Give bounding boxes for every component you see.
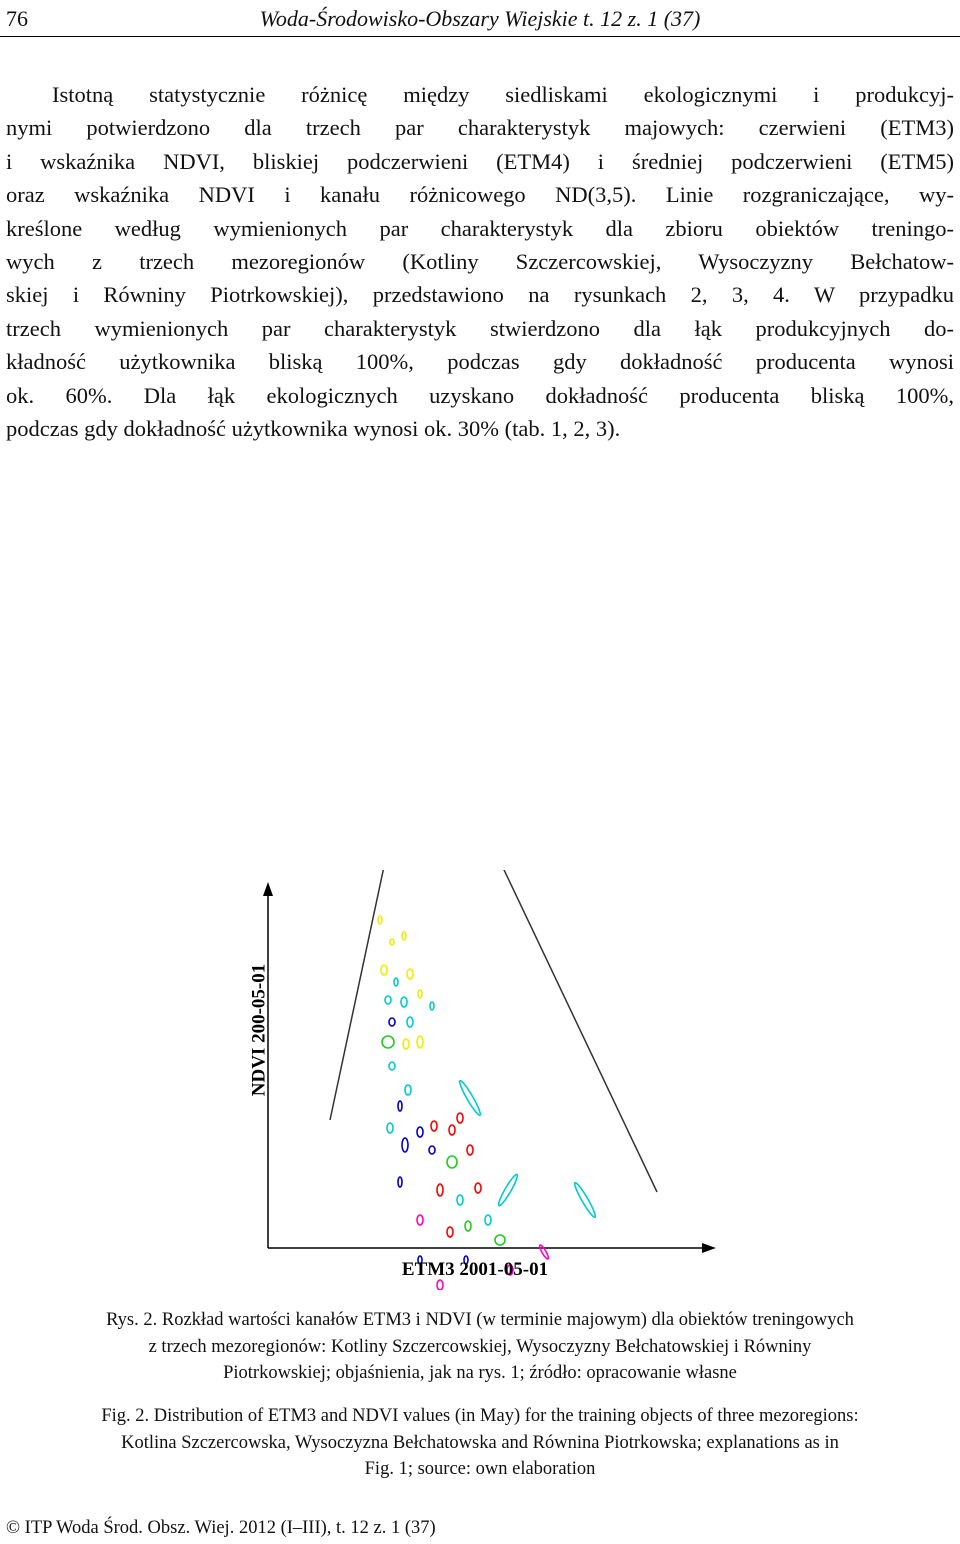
footer: © ITP Woda Środ. Obsz. Wiej. 2012 (I–III… xyxy=(6,1518,436,1538)
caption-line: Fig. 1; source: own elaboration xyxy=(364,1459,596,1479)
body-line: ok. 60%. Dla łąk ekologicznych uzyskano … xyxy=(6,382,954,408)
page-number: 76 xyxy=(6,6,28,31)
body-line: podczas gdy dokładność użytkownika wynos… xyxy=(6,416,621,441)
body-line: trzech wymienionych par charakterystyk s… xyxy=(6,315,954,341)
caption-line: z trzech mezoregionów: Kotliny Szczercow… xyxy=(148,1336,812,1357)
body-line: kładność użytkownika bliską 100%, podcza… xyxy=(6,349,954,375)
body-line: nymi potwierdzono dla trzech par charakt… xyxy=(6,115,954,141)
body-line: i wskaźnika NDVI, bliskiej podczerwieni … xyxy=(6,148,954,174)
body-line: oraz wskaźnika NDVI i kanału różnicowego… xyxy=(6,182,954,208)
figure: NDVI 200-05-01 ETM3 2001-05-01 xyxy=(248,870,716,1290)
x-axis-label: ETM3 2001-05-01 xyxy=(402,1259,548,1280)
body-line: wych z trzech mezoregionów (Kotliny Szcz… xyxy=(6,249,954,274)
caption-line: Rys. 2. Rozkład wartości kanałów ETM3 i … xyxy=(106,1310,854,1330)
caption-line: Piotrkowskiej; objaśnienia, jak na rys. … xyxy=(223,1363,737,1383)
running-title: Woda-Środowisko-Obszary Wiejskie t. 12 z… xyxy=(259,6,701,31)
body-line: skiej i Równiny Piotrkowskiej), przedsta… xyxy=(6,282,954,308)
body-line: Istotną statystycznie różnicę między sie… xyxy=(52,82,954,107)
caption-line: Kotlina Szczercowska, Wysoczyzna Bełchat… xyxy=(121,1432,839,1453)
header-rule xyxy=(0,36,960,37)
body-line: kreślone według wymienionych par charakt… xyxy=(6,215,954,241)
caption-line: Fig. 2. Distribution of ETM3 and NDVI va… xyxy=(101,1406,859,1426)
y-axis-label: NDVI 200-05-01 xyxy=(248,964,269,1096)
